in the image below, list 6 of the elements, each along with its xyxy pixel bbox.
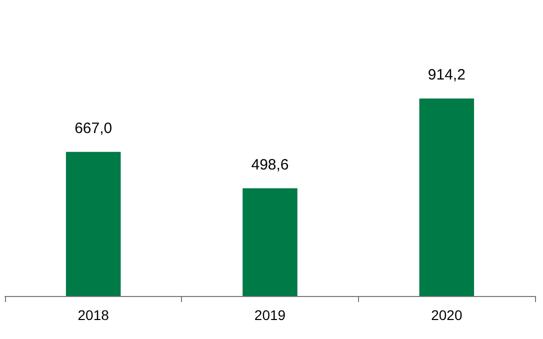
data-label: 914,2 xyxy=(428,66,466,84)
x-tick-label: 2019 xyxy=(254,307,286,323)
data-label: 667,0 xyxy=(74,120,112,137)
x-tick-label: 2018 xyxy=(78,307,110,323)
x-tick-label: 2020 xyxy=(431,307,462,323)
data-label: 498,6 xyxy=(251,156,289,174)
